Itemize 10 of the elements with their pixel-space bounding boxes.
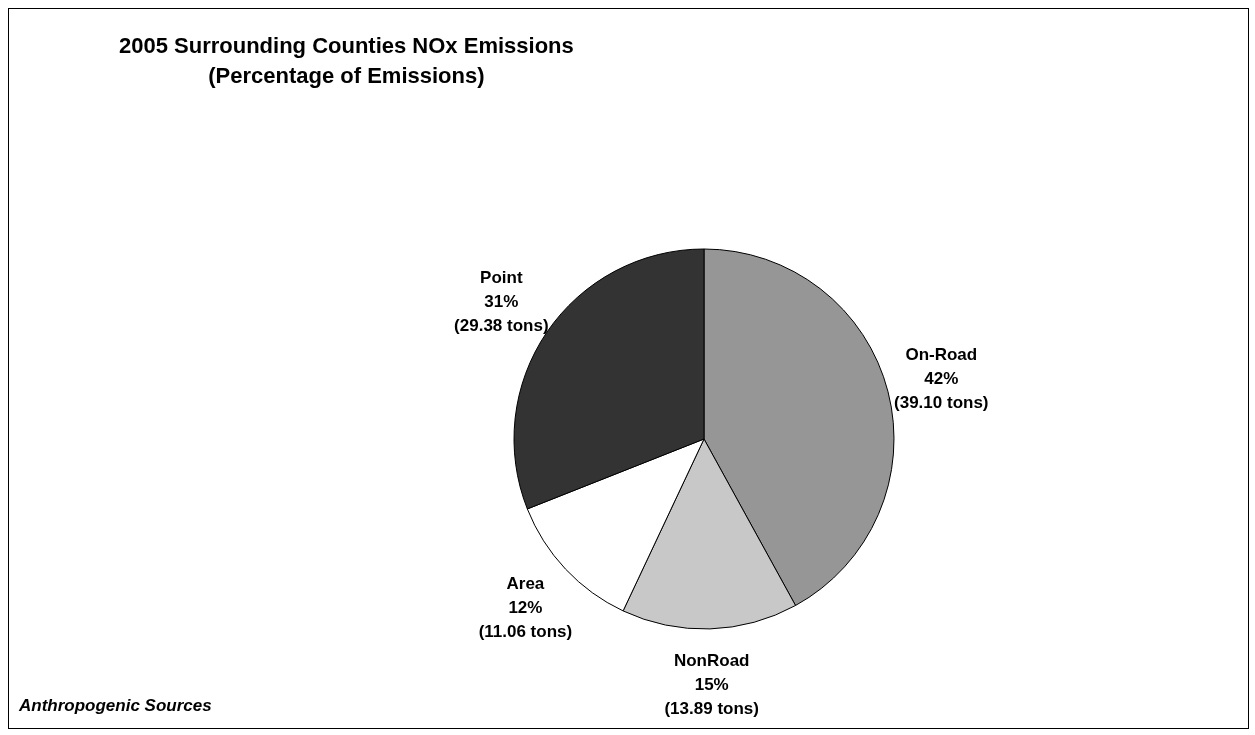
data-label: 12% (11.06 tons) xyxy=(478,597,573,641)
chart-title: 2005 Surrounding Counties NOx Emissions (Percentage of Emissions) xyxy=(119,32,574,90)
data-label: 42% (39.10 tons) xyxy=(894,369,989,413)
slice-label: Area xyxy=(506,573,545,593)
data-label: 31% (29.38 tons) xyxy=(454,292,549,336)
text: Anthropogenic Sources xyxy=(19,696,212,716)
slice-label: NonRoad xyxy=(673,650,750,670)
slice-label: On-Road xyxy=(905,345,978,365)
slice-label: Point xyxy=(480,268,523,288)
data-label: 15% (13.89 tons) xyxy=(664,674,759,718)
